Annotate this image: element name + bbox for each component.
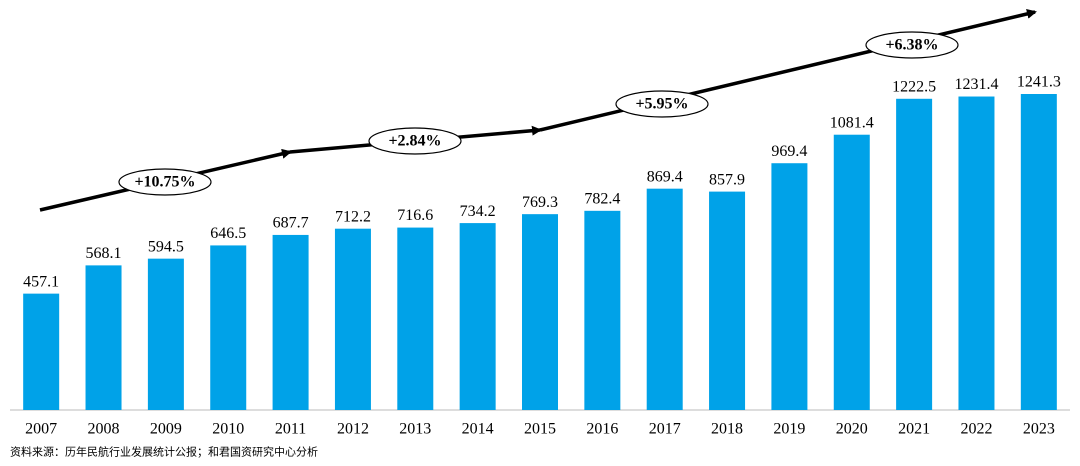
annotation: +6.38% [885, 37, 938, 54]
annotation: +10.75% [134, 174, 195, 191]
x-tick-label: 2019 [773, 421, 805, 438]
bar [85, 265, 122, 410]
x-tick-label: 2017 [649, 421, 681, 438]
bar [272, 234, 309, 410]
bar [147, 258, 184, 410]
source-note: 资料来源：历年民航行业发展统计公报；和君国资研究中心分析 [10, 445, 318, 459]
x-tick-label: 2009 [150, 421, 182, 438]
x-tick-label: 2015 [524, 421, 556, 438]
x-tick-label: 2020 [836, 421, 868, 438]
x-tick-label: 2007 [25, 421, 57, 438]
value-label: 457.1 [23, 273, 59, 290]
value-label: 646.5 [210, 225, 246, 242]
value-label: 1222.5 [892, 78, 936, 95]
value-label: 969.4 [771, 143, 807, 160]
bar [958, 96, 995, 410]
value-label: 687.7 [273, 215, 309, 232]
value-label: 1081.4 [830, 114, 874, 131]
bar [646, 188, 683, 410]
annotation: +2.84% [388, 133, 441, 150]
x-tick-label: 2018 [711, 421, 743, 438]
value-label: 857.9 [709, 171, 745, 188]
annotation: +5.95% [635, 96, 688, 113]
x-tick-label: 2010 [212, 421, 244, 438]
x-tick-label: 2022 [960, 421, 992, 438]
bar [896, 98, 933, 410]
bar [771, 163, 808, 410]
value-label: 782.4 [584, 190, 620, 207]
annotation-oval [368, 127, 462, 155]
bar [833, 134, 870, 410]
bar [334, 228, 371, 410]
value-label: 568.1 [86, 245, 122, 262]
bar [459, 223, 496, 410]
bar [522, 214, 558, 410]
value-label: 1231.4 [954, 76, 998, 93]
bar [210, 245, 247, 410]
x-tick-label: 2016 [586, 421, 618, 438]
x-tick-label: 2013 [399, 421, 431, 438]
bar [23, 293, 60, 410]
x-tick-label: 2021 [898, 421, 930, 438]
x-tick-label: 2014 [462, 421, 494, 438]
annotation-oval [118, 168, 212, 196]
value-label: 712.2 [335, 208, 371, 225]
value-label: 594.5 [148, 238, 184, 255]
x-tick-label: 2008 [88, 421, 120, 438]
value-label: 734.2 [460, 203, 496, 220]
value-label: 716.6 [397, 207, 433, 224]
annotation-oval [865, 31, 959, 59]
bar [709, 191, 746, 410]
bar [397, 227, 434, 410]
value-label: 1241.3 [1017, 74, 1061, 91]
x-tick-label: 2011 [275, 421, 306, 438]
value-label: 869.4 [647, 168, 683, 185]
bar [584, 210, 621, 410]
annotation-oval [615, 90, 709, 118]
value-label: 769.3 [522, 194, 558, 211]
x-tick-label: 2023 [1023, 421, 1055, 438]
bar [1020, 94, 1057, 410]
x-tick-label: 2012 [337, 421, 369, 438]
